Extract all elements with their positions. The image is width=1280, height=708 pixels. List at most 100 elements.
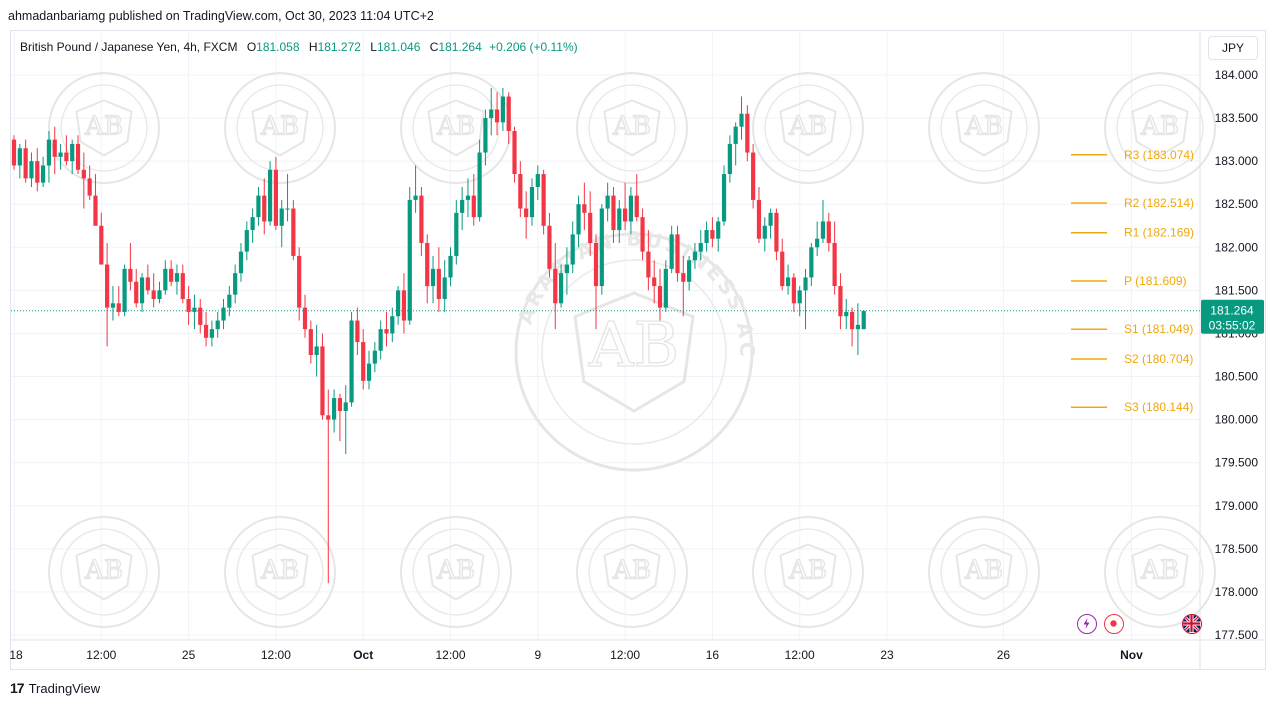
watermark-ring [48,516,160,628]
pivot-label: S1 (181.049) [1124,322,1193,336]
candle-body [512,131,517,175]
y-tick-label: 183.500 [1215,111,1259,125]
watermark-monogram: AB [436,112,475,142]
publisher-line: ahmadanbariamg published on TradingView.… [8,9,434,23]
candle-body [256,195,261,218]
candle-body [745,113,750,153]
tradingview-brand[interactable]: TradingView [28,680,101,696]
watermark-ring [1104,72,1216,184]
candle-body [139,277,145,304]
watermark-ring-inner [60,84,148,172]
candle-body [279,208,284,226]
candle-body [407,199,412,321]
candle-body [721,174,727,222]
watermark-ring-inner [588,84,676,172]
y-tick-label: 182.000 [1215,240,1259,254]
pivot-layer: R3 (183.074) R2 (182.514) R1 (182.169) P (1… [1071,148,1194,414]
watermark-shield [251,543,309,601]
candle-body [70,143,75,162]
candle-body [727,143,732,175]
candle-body [105,264,110,308]
x-axis: 18 12:00 25 12:00 Oct 12:00 9 12:00 16 12:00 23 26 N… [9,648,1143,662]
candle-body [75,143,81,170]
candle-body [605,195,610,209]
watermark-shield [603,543,661,601]
watermark-stamp: AB [48,72,160,184]
candle-body [46,139,52,166]
watermark-monogram: AB [788,112,827,142]
watermark-stamp: AB [1104,516,1216,628]
candle-body [692,251,698,261]
candle-body [704,230,709,243]
watermark-shield [779,99,837,157]
y-axis: 184.000 183.500 183.000 182.500 182.000 181.5… [1215,68,1259,642]
candle-body [215,320,220,330]
watermark-ring-inner [1116,528,1204,616]
chart-legend: British Pound / Japanese Yen, 4h, FXCM O… [20,40,578,54]
watermark-ring-inner [940,528,1028,616]
watermark-monogram: AB [964,112,1003,142]
candle-body [780,251,785,287]
uk-flag-icon[interactable] [1182,614,1202,634]
watermark-ring [224,516,336,628]
watermark-shield [1131,543,1189,601]
candle-body [134,281,139,304]
watermark-ring-inner [412,84,500,172]
watermark-stamp: AB [224,516,336,628]
candle-body [675,234,680,274]
watermark-stamp: AB [752,516,864,628]
candle-body [302,307,308,330]
candle-body [716,221,721,239]
watermark-ring [576,516,688,628]
candle-body [646,251,651,278]
watermark-ring [928,72,1040,184]
candle-body [23,148,28,179]
pivot-label: S3 (180.144) [1124,400,1193,414]
candle-body [337,398,343,411]
candle-body [186,299,191,312]
candle-body [52,139,57,157]
watermark-ring-inner [236,84,324,172]
watermark-shield [779,543,837,601]
candle-body [524,208,529,218]
candle-body [640,217,645,252]
candle-body [396,290,401,317]
candle-body [169,268,174,282]
candle-body [17,148,22,166]
lightning-icon[interactable] [1077,614,1097,634]
candle-body [209,329,214,338]
watermark-shield [573,291,695,413]
legend-open-value: 181.058 [256,40,300,54]
watermark-shield [251,99,309,157]
record-icon[interactable] [1104,614,1124,634]
legend-high-label: H [308,40,318,54]
candle-body [628,195,634,222]
candle-body [483,118,488,153]
candle-body [262,195,267,222]
candle-body [448,255,453,278]
candle-body [698,243,703,252]
x-tick-label: Nov [1120,648,1143,662]
candle-body [471,195,476,218]
legend-low-label: L [370,40,377,54]
pivot-label: S2 (180.704) [1124,352,1193,366]
candle-body [815,238,820,248]
watermark-stamp: AB [752,72,864,184]
candle-body [58,152,63,157]
candle-body [838,286,843,317]
candle-body [332,398,337,420]
y-tick-label: 182.500 [1215,197,1259,211]
watermark-ring-inner [60,528,148,616]
candle-body [430,268,436,287]
candle-body [425,243,430,287]
watermark-stamp: AB [576,516,688,628]
watermark-monogram: AB [436,556,475,586]
watermark-ring-inner [1116,84,1204,172]
watermark-monogram: AB [1140,112,1179,142]
currency-button[interactable]: JPY [1208,36,1258,60]
watermark-ring-inner [764,84,852,172]
candle-body [361,342,366,381]
tradingview-logo[interactable]: 17 [10,680,25,696]
watermark-ring [224,72,336,184]
